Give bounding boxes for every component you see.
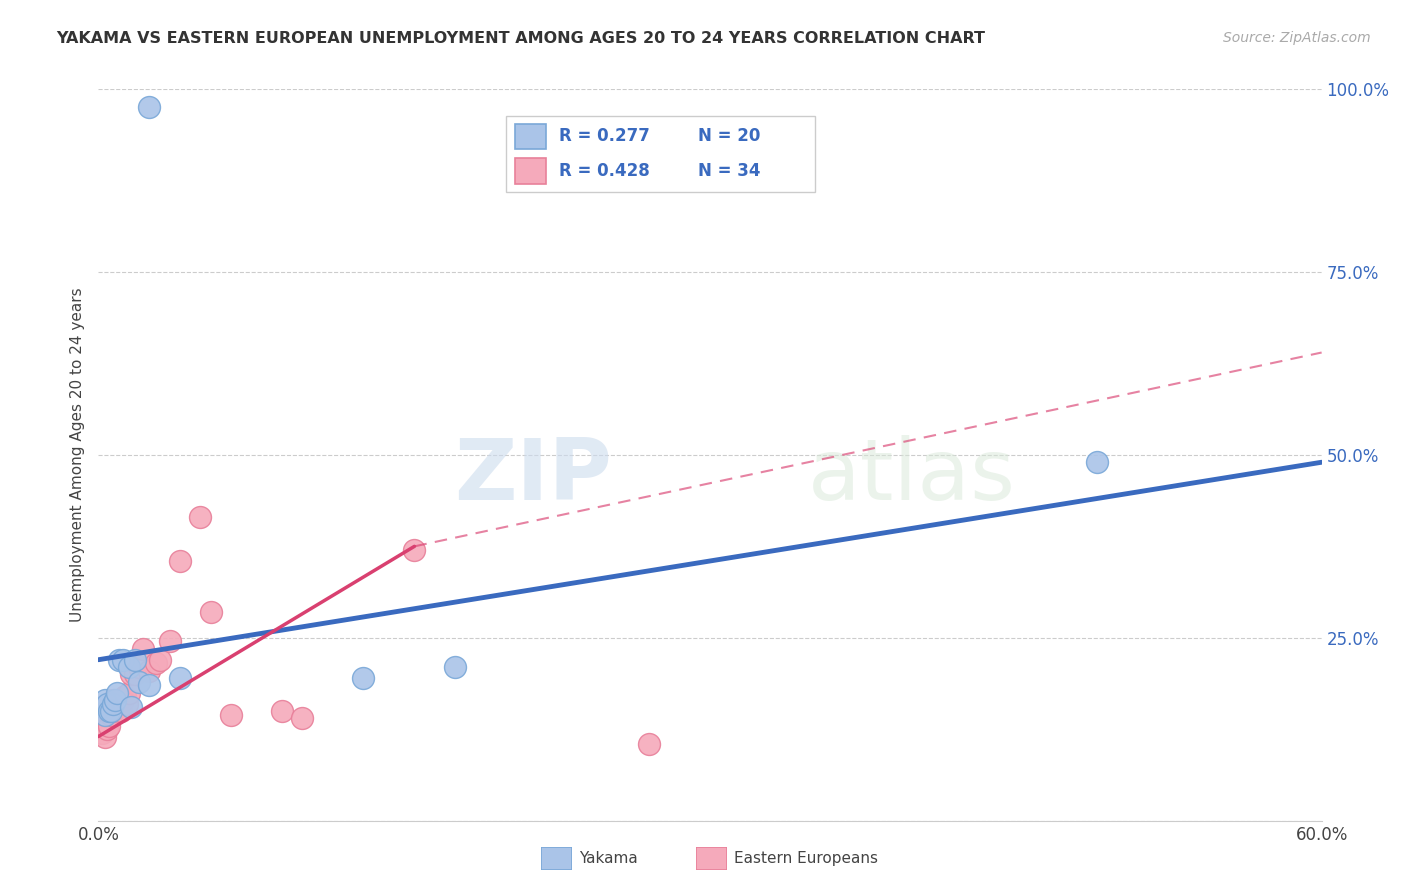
Point bbox=[97, 704, 120, 718]
Point bbox=[132, 641, 155, 656]
Point bbox=[145, 657, 167, 671]
Point bbox=[352, 671, 374, 685]
Point bbox=[93, 714, 115, 729]
Point bbox=[138, 664, 160, 678]
Text: N = 34: N = 34 bbox=[697, 162, 761, 180]
Point bbox=[118, 686, 141, 700]
Text: R = 0.428: R = 0.428 bbox=[558, 162, 650, 180]
Point bbox=[159, 634, 181, 648]
Point bbox=[89, 718, 111, 732]
Point bbox=[111, 653, 134, 667]
Point bbox=[104, 693, 127, 707]
Point bbox=[97, 718, 120, 732]
FancyBboxPatch shape bbox=[506, 116, 815, 192]
Text: R = 0.277: R = 0.277 bbox=[558, 128, 650, 145]
Point bbox=[128, 660, 150, 674]
Text: YAKAMA VS EASTERN EUROPEAN UNEMPLOYMENT AMONG AGES 20 TO 24 YEARS CORRELATION CH: YAKAMA VS EASTERN EUROPEAN UNEMPLOYMENT … bbox=[56, 31, 986, 46]
Text: Yakama: Yakama bbox=[579, 852, 638, 866]
Point bbox=[120, 700, 142, 714]
Point bbox=[200, 605, 222, 619]
Point bbox=[105, 697, 128, 711]
Point bbox=[169, 554, 191, 568]
Text: N = 20: N = 20 bbox=[697, 128, 761, 145]
Point bbox=[105, 686, 128, 700]
Point bbox=[101, 693, 124, 707]
Point bbox=[114, 690, 136, 704]
Point bbox=[97, 700, 120, 714]
Point bbox=[96, 697, 118, 711]
Point bbox=[115, 697, 138, 711]
Point bbox=[110, 704, 132, 718]
Point bbox=[291, 711, 314, 725]
Point bbox=[91, 700, 114, 714]
Y-axis label: Unemployment Among Ages 20 to 24 years: Unemployment Among Ages 20 to 24 years bbox=[69, 287, 84, 623]
Point bbox=[404, 543, 426, 558]
Point bbox=[120, 667, 142, 681]
Point bbox=[108, 700, 131, 714]
Point bbox=[101, 704, 124, 718]
Point bbox=[188, 510, 212, 524]
Text: Eastern Europeans: Eastern Europeans bbox=[734, 852, 877, 866]
Point bbox=[100, 704, 122, 718]
Point bbox=[91, 726, 114, 740]
Point bbox=[1085, 455, 1108, 469]
Point bbox=[96, 723, 118, 737]
FancyBboxPatch shape bbox=[516, 124, 547, 149]
Point bbox=[138, 101, 160, 115]
Point bbox=[149, 653, 172, 667]
FancyBboxPatch shape bbox=[516, 159, 547, 185]
Point bbox=[138, 678, 160, 692]
Point bbox=[124, 667, 146, 681]
Point bbox=[270, 704, 294, 718]
Point bbox=[93, 707, 115, 722]
Point bbox=[124, 653, 146, 667]
Point bbox=[93, 693, 115, 707]
Point bbox=[169, 671, 191, 685]
Point bbox=[101, 697, 124, 711]
Text: Source: ZipAtlas.com: Source: ZipAtlas.com bbox=[1223, 31, 1371, 45]
Point bbox=[118, 660, 141, 674]
Point bbox=[100, 707, 122, 722]
Point bbox=[128, 674, 150, 689]
Point bbox=[93, 730, 115, 744]
Point bbox=[104, 700, 127, 714]
Point bbox=[111, 693, 134, 707]
Point bbox=[219, 707, 242, 722]
Point bbox=[108, 653, 131, 667]
Point bbox=[637, 737, 661, 751]
Point bbox=[444, 660, 467, 674]
Text: ZIP: ZIP bbox=[454, 435, 612, 518]
Text: atlas: atlas bbox=[808, 435, 1017, 518]
